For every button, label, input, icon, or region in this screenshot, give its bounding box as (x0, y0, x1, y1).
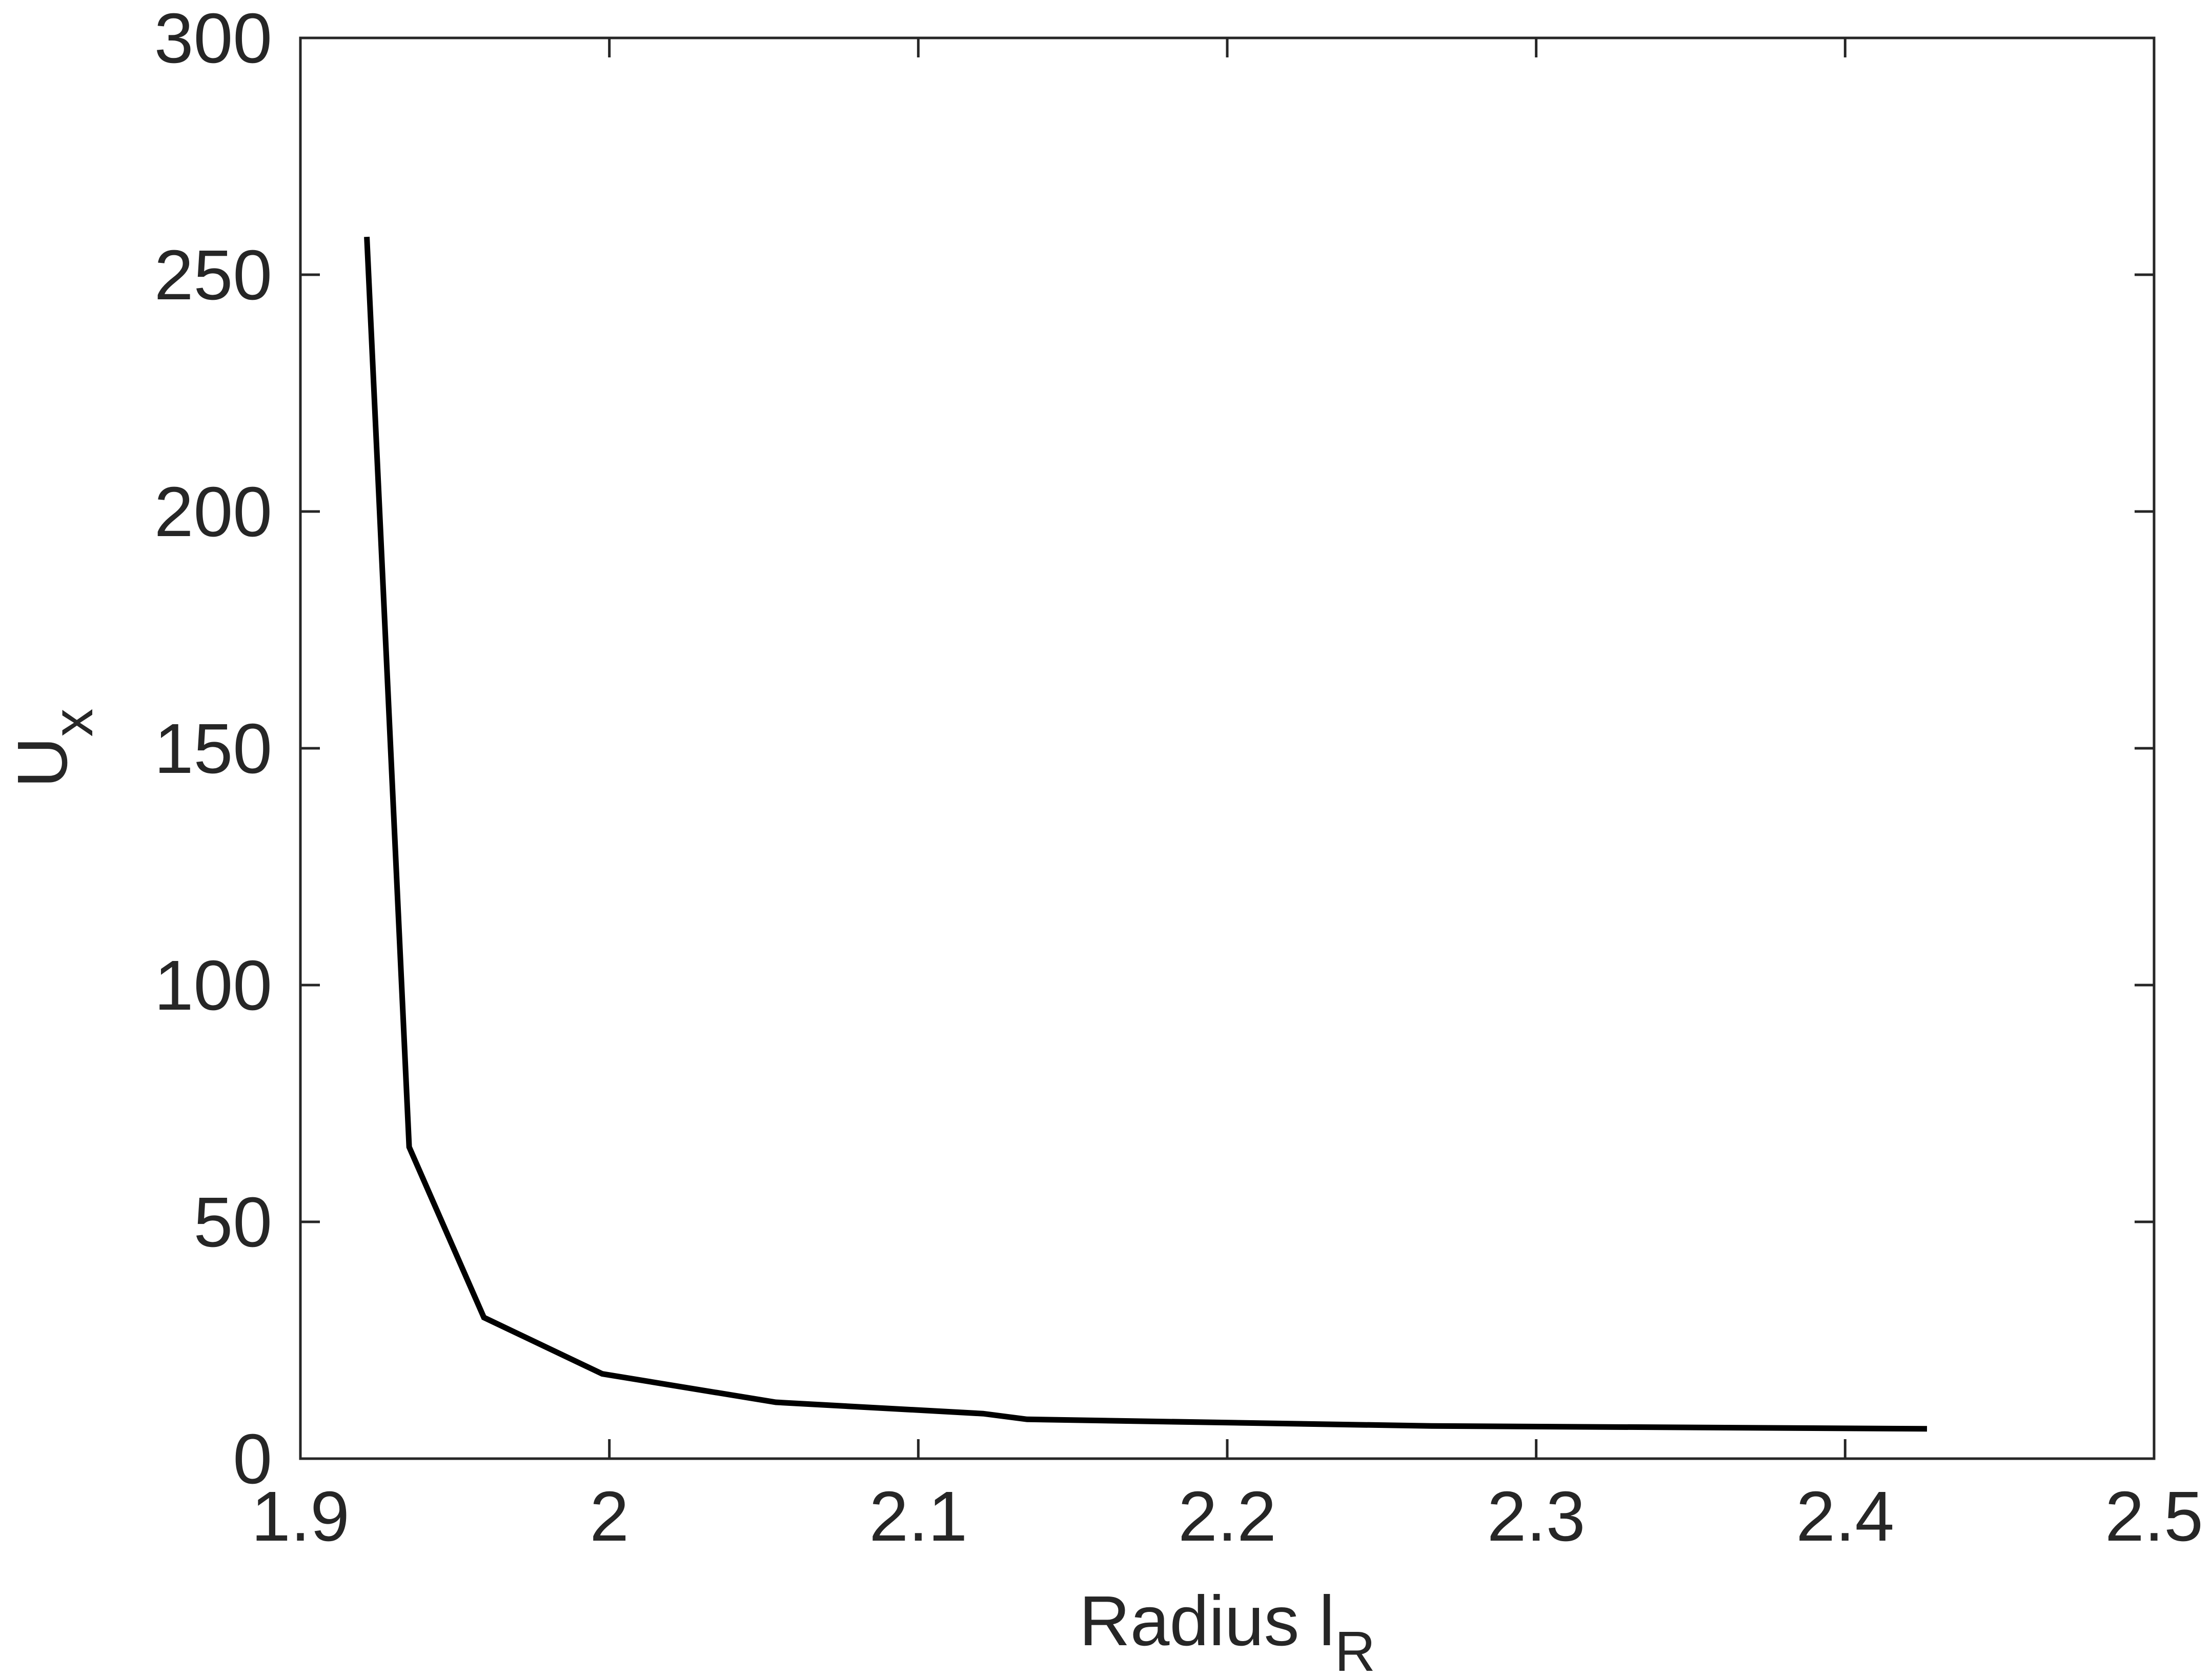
plot-frame (299, 36, 2156, 1460)
y-tick-label: 0 (233, 1420, 272, 1499)
x-tick-label: 1.9 (251, 1477, 350, 1556)
y-tick-label: 50 (194, 1183, 273, 1262)
y-axis-label-text: U (3, 737, 82, 788)
y-axis-label-subscript: x (42, 709, 105, 737)
x-tick-label: 2.3 (1487, 1477, 1586, 1556)
x-tick-label: 2.4 (1796, 1477, 1894, 1556)
x-tick-label: 2.1 (869, 1477, 967, 1556)
y-tick-label: 100 (154, 946, 272, 1025)
x-tick-label: 2.2 (1178, 1477, 1276, 1556)
y-tick-label: 300 (154, 0, 272, 78)
x-tick-label: 2 (590, 1477, 629, 1556)
x-axis-label-subscript: R (1335, 1620, 1375, 1678)
y-tick-label: 250 (154, 236, 272, 315)
x-axis-label: Radius lR (1079, 1582, 1375, 1678)
x-tick-label: 2.5 (2105, 1477, 2203, 1556)
y-tick-label: 150 (154, 709, 272, 788)
x-axis-label-text: Radius l (1079, 1582, 1335, 1661)
y-axis-label: Ux (3, 709, 105, 788)
y-tick-label: 200 (154, 473, 272, 551)
data-line (364, 236, 1927, 1432)
